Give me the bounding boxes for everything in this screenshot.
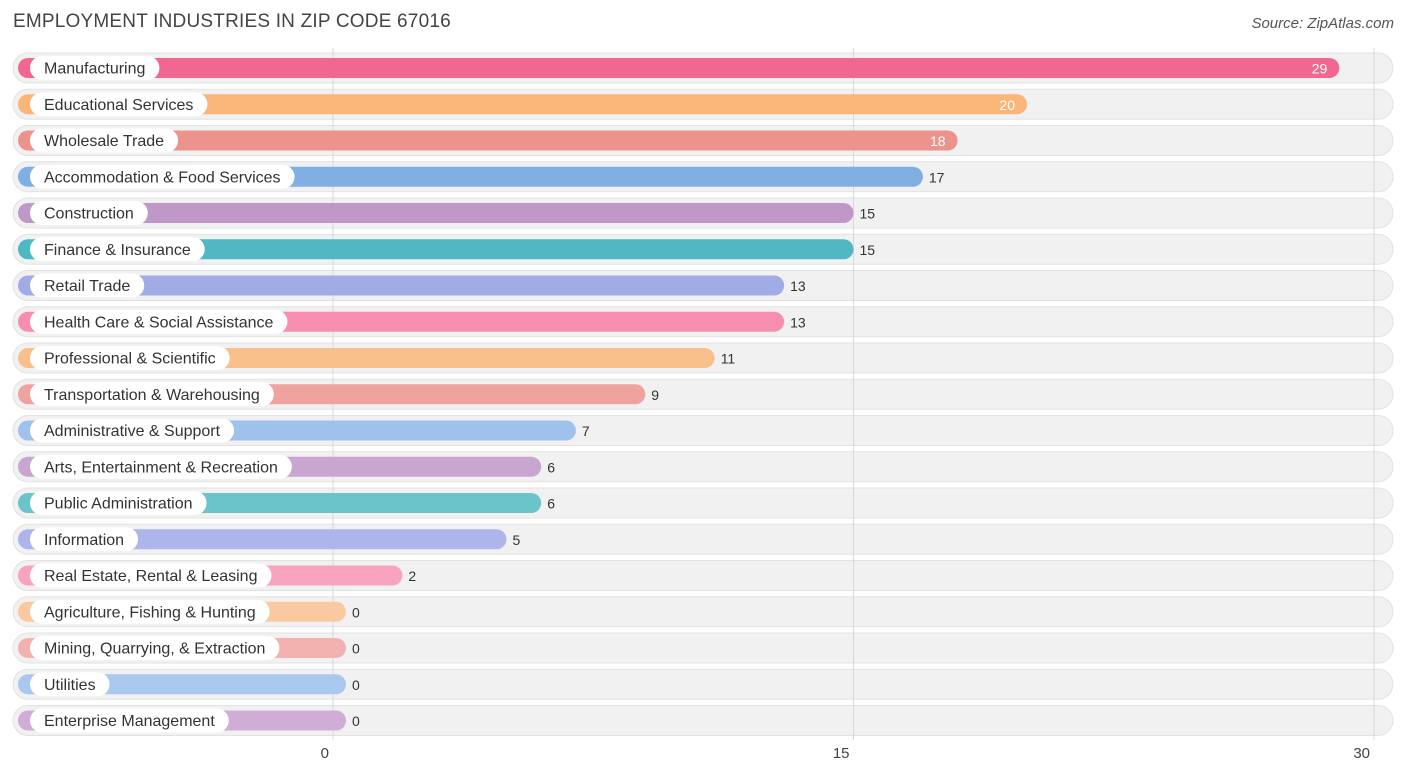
- category-label: Manufacturing: [44, 61, 145, 78]
- bar-row: Administrative & Support 7: [18, 418, 590, 443]
- category-label-pill: [30, 527, 139, 552]
- category-label: Arts, Entertainment & Recreation: [44, 459, 278, 476]
- bar-row: Public Administration 6: [18, 491, 555, 515]
- value-label: 0: [352, 641, 360, 657]
- x-tick-label: 30: [1353, 745, 1370, 762]
- bar-row: Retail Trade 13: [18, 273, 806, 298]
- category-label-pill: [30, 92, 208, 117]
- category-label-pill: [30, 128, 179, 153]
- category-label-pill: [30, 382, 274, 407]
- category-label-pill: [30, 454, 292, 479]
- bar-row: Mining, Quarrying, & Extraction 0: [18, 636, 360, 660]
- category-label-pill: [30, 599, 270, 624]
- bar-row: Wholesale Trade 18: [18, 128, 958, 153]
- category-label: Finance & Insurance: [44, 242, 191, 259]
- bar-row: Utilities 0: [18, 672, 360, 697]
- value-label: 11: [721, 351, 736, 367]
- category-label-pill: [30, 636, 280, 660]
- bar-row: Construction 15: [18, 201, 875, 225]
- category-label: Agriculture, Fishing & Hunting: [44, 604, 256, 621]
- category-label-pill: [30, 273, 145, 298]
- bar-row: Real Estate, Rental & Leasing 2: [18, 563, 416, 588]
- category-label-pill: [30, 237, 205, 262]
- category-label: Construction: [44, 206, 134, 223]
- category-label-pill: [30, 56, 160, 80]
- row-track: [12, 668, 1394, 700]
- bar: [18, 58, 1340, 78]
- value-label: 0: [352, 677, 360, 693]
- x-tick-label: 0: [321, 745, 329, 762]
- value-label: 9: [651, 387, 659, 403]
- value-label: 17: [929, 169, 945, 185]
- category-label: Health Care & Social Assistance: [44, 314, 274, 331]
- bar-row: Manufacturing 29: [18, 56, 1340, 80]
- bar: [18, 130, 958, 151]
- value-label: 29: [1312, 61, 1328, 77]
- category-label-pill: [30, 164, 295, 189]
- category-label-pill: [30, 708, 229, 733]
- value-label: 13: [790, 314, 806, 330]
- bar-row: Arts, Entertainment & Recreation 6: [18, 454, 555, 479]
- bar-row: Enterprise Management 0: [18, 708, 360, 733]
- value-label: 6: [547, 496, 555, 512]
- category-label: Utilities: [44, 677, 96, 694]
- category-label: Transportation & Warehousing: [44, 387, 260, 404]
- value-label: 2: [408, 568, 416, 584]
- category-label: Professional & Scientific: [44, 351, 216, 368]
- chart-title: EMPLOYMENT INDUSTRIES IN ZIP CODE 67016: [13, 11, 451, 32]
- x-axis: 0 15 30: [321, 745, 1370, 762]
- bar-row: Agriculture, Fishing & Hunting 0: [18, 599, 360, 624]
- bar: [18, 275, 785, 296]
- bar-row: Educational Services 20: [18, 92, 1027, 117]
- bar-row: Accommodation & Food Services 17: [18, 164, 945, 189]
- value-label: 5: [513, 532, 521, 548]
- value-label: 15: [860, 206, 876, 222]
- category-label: Wholesale Trade: [44, 133, 164, 150]
- value-label: 0: [352, 604, 360, 620]
- value-label: 18: [930, 133, 946, 149]
- bar-row: Information 5: [18, 527, 521, 552]
- x-tick-label: 15: [833, 745, 850, 762]
- category-label: Retail Trade: [44, 278, 130, 295]
- bar: [18, 239, 854, 260]
- category-label-pill: [30, 418, 235, 443]
- bar-row: Professional & Scientific 11: [18, 346, 735, 370]
- value-label: 0: [352, 713, 360, 729]
- category-label-pill: [30, 491, 207, 515]
- bar: [18, 203, 854, 223]
- category-label: Information: [44, 532, 124, 549]
- source-label: Source: ZipAtlas.com: [1251, 15, 1394, 32]
- category-label-pill: [30, 672, 110, 697]
- bar-row: Health Care & Social Assistance 13: [18, 309, 806, 334]
- category-label-pill: [30, 201, 148, 225]
- row-track: [12, 705, 1394, 736]
- row-track: [12, 596, 1394, 628]
- category-label: Accommodation & Food Services: [44, 169, 281, 186]
- category-label-pill: [30, 563, 272, 588]
- category-label: Real Estate, Rental & Leasing: [44, 568, 257, 585]
- value-label: 6: [547, 459, 555, 475]
- bar-row: Finance & Insurance 15: [18, 237, 876, 262]
- bar-row: Transportation & Warehousing 9: [18, 382, 659, 407]
- category-label: Mining, Quarrying, & Extraction: [44, 641, 265, 658]
- value-label: 13: [790, 278, 806, 294]
- category-label: Administrative & Support: [44, 423, 221, 440]
- category-label: Educational Services: [44, 97, 193, 114]
- bar: [18, 529, 507, 550]
- category-label-pill: [30, 309, 288, 334]
- row-track: [12, 632, 1394, 664]
- value-label: 20: [999, 97, 1015, 113]
- category-label: Enterprise Management: [44, 713, 215, 730]
- value-label: 15: [860, 242, 876, 258]
- category-label: Public Administration: [44, 496, 193, 513]
- value-label: 7: [582, 423, 590, 439]
- bar: [18, 94, 1027, 115]
- category-label-pill: [30, 346, 230, 370]
